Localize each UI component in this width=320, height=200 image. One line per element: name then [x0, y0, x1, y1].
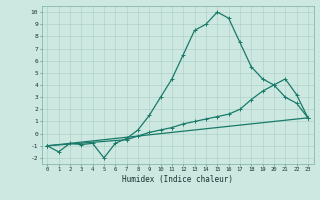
X-axis label: Humidex (Indice chaleur): Humidex (Indice chaleur) [122, 175, 233, 184]
